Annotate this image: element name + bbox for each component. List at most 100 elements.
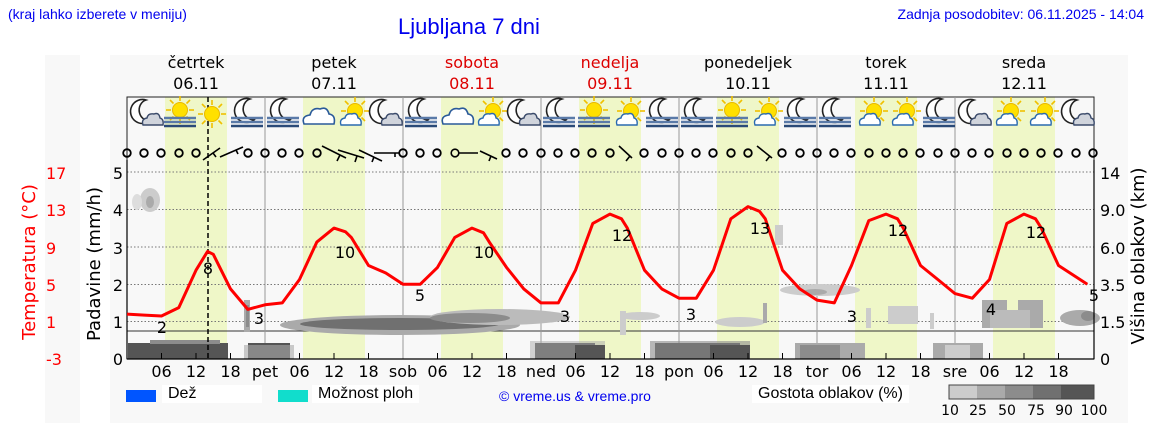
day-header: petek 07.11 xyxy=(265,52,403,94)
temperature-line xyxy=(126,205,1089,318)
svg-text:9: 9 xyxy=(46,239,56,258)
rain-swatch xyxy=(126,390,156,402)
svg-text:13: 13 xyxy=(46,201,66,220)
day-header: sreda 12.11 xyxy=(955,52,1093,94)
hour-ticks xyxy=(161,353,1059,359)
svg-text:06: 06 xyxy=(427,362,447,381)
end-temp-label: 5 xyxy=(1089,286,1099,305)
max-temp-label: 10 xyxy=(335,243,355,262)
svg-text:5: 5 xyxy=(113,164,123,183)
svg-text:pon: pon xyxy=(664,362,694,381)
svg-text:06: 06 xyxy=(841,362,861,381)
moon-fog-icon xyxy=(267,98,299,126)
svg-text:06: 06 xyxy=(979,362,999,381)
svg-text:1: 1 xyxy=(113,313,123,332)
svg-text:9.0: 9.0 xyxy=(1100,201,1125,220)
rain-legend-label: Dež xyxy=(162,385,262,403)
last-update: Zadnja posodobitev: 06.11.2025 - 14:04 xyxy=(897,6,1144,22)
svg-text:18: 18 xyxy=(1048,362,1068,381)
wind-barb-icon xyxy=(450,148,498,162)
temperature-ticks: 17 13 9 5 1 -3 xyxy=(46,164,66,369)
cloud-density xyxy=(128,188,1100,359)
svg-text:5: 5 xyxy=(46,276,56,295)
temperature-annotations: 2 8 3 10 5 10 3 12 3 13 3 12 4 12 5 xyxy=(157,219,1099,337)
moon-fog-icon xyxy=(819,98,851,126)
svg-text:18: 18 xyxy=(496,362,516,381)
svg-text:12: 12 xyxy=(462,362,482,381)
svg-text:6.0: 6.0 xyxy=(1100,239,1125,258)
svg-text:06: 06 xyxy=(151,362,171,381)
svg-text:12: 12 xyxy=(876,362,896,381)
min-temp-label: 3 xyxy=(254,309,264,328)
moon-fog-icon xyxy=(231,98,263,126)
svg-text:12: 12 xyxy=(186,362,206,381)
day-date: 06.11 xyxy=(173,74,219,93)
svg-text:4: 4 xyxy=(113,201,123,220)
day-name: ponedeljek xyxy=(704,53,792,72)
min-temp-label: 5 xyxy=(415,286,425,305)
svg-text:tor: tor xyxy=(806,362,829,381)
svg-text:18: 18 xyxy=(220,362,240,381)
svg-text:1.5: 1.5 xyxy=(1100,313,1125,332)
svg-text:pet: pet xyxy=(252,362,278,381)
svg-text:90: 90 xyxy=(1055,403,1073,419)
svg-text:0: 0 xyxy=(1100,350,1110,369)
min-temp-label: 2 xyxy=(157,318,167,337)
day-date: 08.11 xyxy=(449,74,495,93)
temperature-axis-panel xyxy=(45,55,80,423)
svg-text:sre: sre xyxy=(943,362,967,381)
svg-text:12: 12 xyxy=(324,362,344,381)
svg-text:18: 18 xyxy=(910,362,930,381)
day-header: nedelja 09.11 xyxy=(541,52,679,94)
moon-fog-icon xyxy=(784,98,816,126)
svg-text:50: 50 xyxy=(998,403,1016,419)
day-header: ponedeljek 10.11 xyxy=(679,52,817,94)
svg-text:10: 10 xyxy=(941,403,959,419)
wind-barb-icon xyxy=(618,145,633,162)
svg-text:75: 75 xyxy=(1027,403,1045,419)
min-temp-label: 3 xyxy=(560,307,570,326)
grid-lines xyxy=(127,171,1094,322)
day-header: četrtek 06.11 xyxy=(127,52,265,94)
daylight-bands xyxy=(165,97,1055,359)
moon-fog-icon xyxy=(646,98,678,126)
day-name: torek xyxy=(865,53,907,72)
precip-axis-label: Padavine (mm/h) xyxy=(84,187,105,341)
day-date: 12.11 xyxy=(1001,74,1047,93)
precip-ticks: 5 4 3 2 1 0 xyxy=(113,164,123,369)
wind-barb-icon xyxy=(202,146,244,161)
day-name: sreda xyxy=(1001,53,1047,72)
svg-text:-3: -3 xyxy=(46,350,62,369)
wind-row xyxy=(122,145,1098,163)
showers-legend-label: Možnost ploh xyxy=(312,385,420,403)
svg-text:18: 18 xyxy=(358,362,378,381)
moon-cloud-icon xyxy=(959,99,992,125)
hour-labels: 06 12 18 pet 06 12 18 sob 06 12 18 ned 06 12 18 … xyxy=(151,362,1068,381)
page-title: Ljubljana 7 dni xyxy=(398,14,540,39)
svg-text:06: 06 xyxy=(289,362,309,381)
day-header: sobota 08.11 xyxy=(403,52,541,94)
svg-text:17: 17 xyxy=(46,164,66,183)
svg-text:25: 25 xyxy=(969,403,987,419)
svg-text:ned: ned xyxy=(526,362,556,381)
day-name: nedelja xyxy=(580,53,640,72)
moon-fog-icon xyxy=(923,98,955,126)
svg-text:12: 12 xyxy=(738,362,758,381)
svg-text:3.5: 3.5 xyxy=(1100,276,1125,295)
day-name: sobota xyxy=(444,53,500,72)
svg-text:100: 100 xyxy=(1081,403,1108,419)
min-temp-label: 4 xyxy=(986,300,996,319)
location-hint: (kraj lahko izberete v meniju) xyxy=(8,6,187,22)
cloud-density-label: Gostota oblakov (%) xyxy=(752,385,909,403)
temperature-axis-label: Temperatura (°C) xyxy=(19,184,40,341)
svg-text:sob: sob xyxy=(389,362,417,381)
credit-link[interactable]: © vreme.us & vreme.pro xyxy=(499,388,651,404)
day-date: 09.11 xyxy=(587,74,633,93)
svg-text:0: 0 xyxy=(113,350,123,369)
max-temp-label: 8 xyxy=(203,259,213,278)
moon-cloud-icon xyxy=(508,99,541,125)
svg-text:14: 14 xyxy=(1100,164,1120,183)
max-temp-label: 10 xyxy=(474,243,494,262)
cloud-height-ticks: 14 9.0 6.0 3.5 1.5 0 xyxy=(1100,164,1125,369)
